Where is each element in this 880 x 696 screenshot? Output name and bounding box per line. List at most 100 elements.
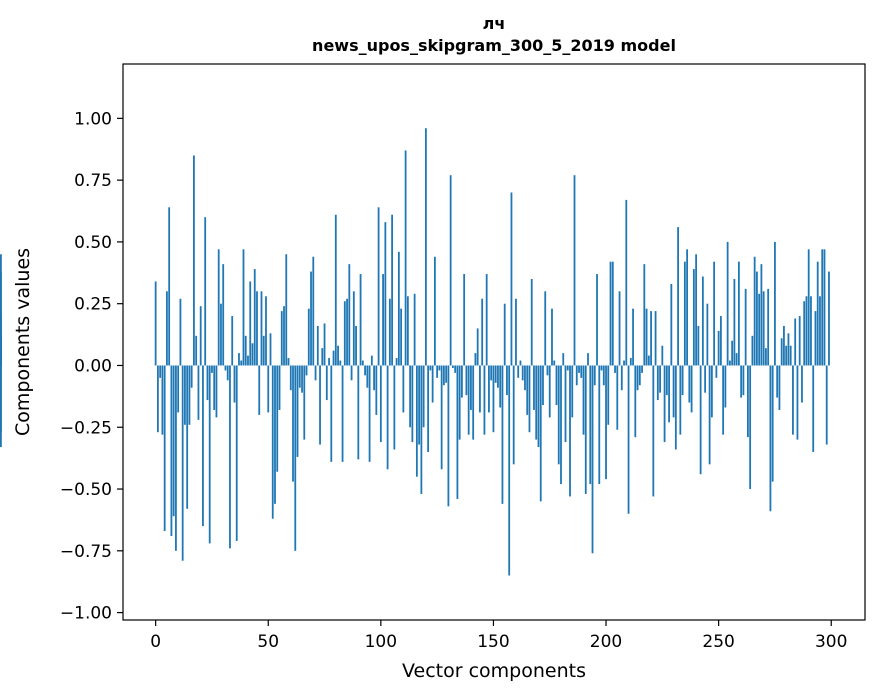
bar — [321, 348, 324, 366]
bar — [352, 291, 355, 366]
bar — [618, 291, 621, 366]
bar — [517, 365, 520, 378]
bar — [472, 365, 475, 440]
bar — [375, 365, 378, 415]
bar — [181, 365, 184, 561]
bar — [638, 365, 641, 386]
x-tick-label: 200 — [590, 632, 622, 652]
y-axis-ticks: −1.00 −0.75 −0.50 −0.25 0.00 0.25 0.50 0.75 1.00 — [60, 109, 123, 624]
bar — [787, 333, 790, 366]
bar — [600, 365, 603, 371]
bar — [456, 365, 459, 499]
bar — [575, 365, 578, 386]
bar — [792, 365, 794, 435]
bar — [251, 343, 254, 366]
bar — [283, 306, 285, 366]
bar — [686, 249, 688, 366]
bar — [332, 350, 335, 366]
bar — [235, 365, 238, 541]
bar — [515, 298, 517, 366]
bar — [204, 217, 207, 366]
bar — [445, 365, 448, 383]
bar — [647, 355, 650, 366]
y-tick-label: 1.00 — [74, 109, 112, 129]
y-tick-label: 0.75 — [74, 171, 112, 191]
bar — [753, 256, 756, 366]
bar — [364, 365, 366, 376]
bar — [731, 340, 734, 366]
bar — [674, 365, 677, 450]
bar — [537, 365, 540, 448]
bar — [780, 338, 783, 366]
bar — [492, 365, 495, 433]
bar — [539, 365, 542, 502]
bar — [240, 360, 243, 366]
bar — [402, 365, 405, 413]
bar — [490, 365, 493, 381]
bar — [350, 365, 353, 381]
bar — [681, 365, 684, 396]
bar — [742, 365, 745, 396]
bar — [645, 308, 648, 366]
bar — [747, 365, 749, 438]
bar — [202, 365, 204, 527]
bar — [602, 365, 605, 386]
bar — [294, 365, 297, 551]
bar — [643, 264, 646, 366]
bar — [607, 365, 610, 425]
x-tick-label: 50 — [257, 632, 279, 652]
bar — [499, 365, 502, 408]
bar — [258, 365, 261, 415]
y-tick-label: −0.25 — [60, 418, 112, 438]
bar — [465, 365, 468, 396]
bar — [215, 365, 218, 418]
bar — [503, 303, 506, 366]
bar — [744, 288, 747, 366]
bar — [695, 254, 698, 366]
bar — [474, 353, 477, 366]
bar — [384, 222, 387, 366]
bar — [704, 365, 707, 393]
bar — [632, 308, 634, 366]
bar — [224, 365, 227, 371]
bar — [296, 365, 299, 457]
bar — [776, 365, 779, 398]
bar — [470, 365, 472, 410]
bar — [479, 365, 481, 413]
bar — [242, 249, 245, 366]
bar — [249, 281, 252, 366]
bar — [823, 249, 826, 366]
bar — [652, 365, 655, 497]
bar — [188, 365, 191, 425]
bar — [634, 365, 637, 438]
bar — [359, 274, 362, 366]
bar — [400, 308, 403, 366]
bar — [758, 293, 761, 366]
x-axis-ticks: 0 50 100 150 200 250 300 — [150, 620, 847, 652]
bar — [663, 365, 666, 443]
bar — [260, 291, 263, 366]
x-tick-label: 0 — [150, 632, 161, 652]
bar — [656, 365, 659, 401]
bar — [672, 365, 675, 418]
bar — [785, 345, 788, 366]
bar — [605, 365, 607, 480]
y-tick-label: 0.50 — [74, 233, 112, 253]
bar — [406, 296, 409, 366]
bar — [265, 296, 267, 366]
bar — [573, 175, 576, 366]
bar — [798, 316, 801, 366]
bar — [650, 311, 652, 366]
bar — [159, 365, 162, 378]
bar — [659, 365, 661, 393]
bar — [438, 365, 441, 371]
bar — [715, 365, 718, 378]
bar — [461, 365, 463, 398]
bar — [467, 365, 470, 435]
bar — [560, 365, 562, 485]
bar — [330, 365, 333, 462]
bar — [589, 365, 592, 485]
bar — [670, 283, 673, 366]
bar — [397, 251, 400, 366]
